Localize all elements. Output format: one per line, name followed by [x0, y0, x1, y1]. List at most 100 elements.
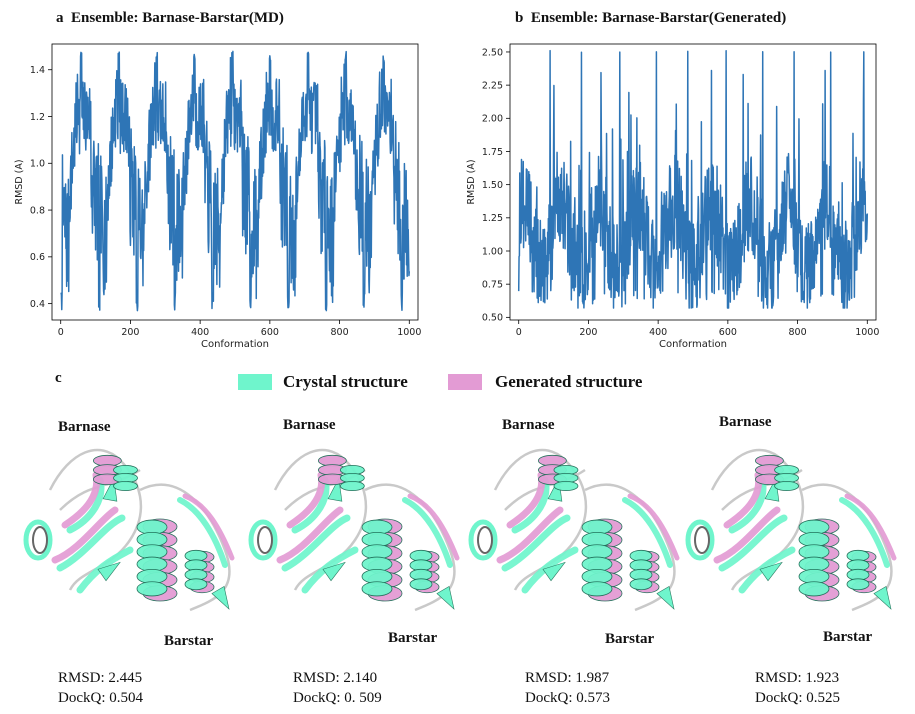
panel-c-letter: c — [55, 370, 62, 386]
structure-3-bottom-label: Barstar — [605, 631, 655, 647]
chart-b-frame — [509, 43, 877, 321]
structure-2-arrow-3 — [436, 586, 455, 610]
chart-b-ytick-label: 2.00 — [482, 114, 503, 125]
panel-a-title-text: Ensemble: Barnase-Barstar(MD) — [71, 10, 284, 26]
chart-b-ytick-label: 0.50 — [482, 313, 503, 324]
chart-a-ytick-label: 1.2 — [30, 112, 45, 123]
chart-a-frame — [51, 43, 419, 321]
structure-1-loop-3 — [139, 483, 231, 612]
chart-b-ytick-label: 1.00 — [482, 246, 503, 257]
structure-4-arrow-3 — [873, 586, 892, 610]
chart-a-rmsd-md: 0 200 400 600 800 1000 0.4 0.6 0.8 1.0 1.2 1.4 Confo… — [14, 43, 421, 350]
legend-crystal-swatch — [238, 374, 272, 390]
structure-4-metrics: RMSD: 1.923 DockQ: 0.525 — [755, 668, 840, 708]
structure-images — [23, 448, 897, 612]
chart-b-xtick-label: 1000 — [855, 327, 879, 338]
structure-3-strand-barstar-1 — [622, 497, 673, 568]
structure-1-dockq: DockQ: 0.504 — [58, 690, 143, 706]
chart-a-ytick-label: 0.6 — [30, 252, 45, 263]
structure-3-rmsd: RMSD: 1.987 — [525, 670, 610, 686]
structure-1-coil-ring — [23, 519, 53, 561]
structure-3 — [468, 448, 680, 612]
structure-4-rmsd: RMSD: 1.923 — [755, 670, 840, 686]
structure-4-loop-3 — [801, 483, 893, 612]
chart-a-xtick-label: 1000 — [397, 327, 421, 338]
structure-4-dockq: DockQ: 0.525 — [755, 690, 840, 706]
structure-4-coil-ring-inner — [694, 526, 710, 554]
structure-3-strand-green-1 — [501, 514, 571, 572]
structure-4-coil-ring — [685, 519, 715, 561]
legend-generated-swatch — [448, 374, 482, 390]
structure-1-bottom-label: Barstar — [164, 633, 214, 649]
chart-b-ylabel: RMSD (A) — [466, 159, 477, 204]
structure-3-arrow-3 — [656, 586, 675, 610]
structure-4 — [685, 448, 897, 612]
structure-4-arrow-1 — [759, 561, 783, 582]
structure-2-coil-ring — [248, 519, 278, 561]
panel-b-title-text: Ensemble: Barnase-Barstar(Generated) — [530, 10, 787, 26]
structure-3-strand-green-2 — [521, 546, 579, 594]
structure-4-bottom-label: Barstar — [823, 629, 873, 645]
chart-a-xtick-label: 0 — [58, 327, 64, 338]
structure-1-strand-barstar-2 — [182, 493, 235, 561]
structure-3-helix-barstar-green — [581, 519, 613, 597]
structure-4-strand-green-3 — [728, 476, 767, 534]
structure-2-strand-green-1 — [281, 514, 351, 572]
structure-4-strand-green-2 — [738, 546, 796, 594]
chart-a-series-line — [60, 50, 411, 312]
chart-a-ytick-label: 1.0 — [30, 159, 45, 170]
chart-a-ytick-label: 1.4 — [30, 65, 45, 76]
structure-2-strand-barstar-2 — [407, 493, 460, 561]
structure-4-helix-barstar-small-green — [846, 549, 870, 591]
structure-2-helix-barstar-small-green — [409, 549, 433, 591]
structure-1-helix-barstar-small-green — [184, 549, 208, 591]
panel-b-title: b Ensemble: Barnase-Barstar(Generated) — [515, 10, 786, 27]
structure-2-rmsd: RMSD: 2.140 — [293, 670, 378, 686]
chart-a-xtick-label: 200 — [121, 327, 139, 338]
structure-2-helix-top-green — [339, 465, 365, 492]
structure-2-strand-barstar-1 — [402, 497, 453, 568]
structure-2-strand-green-2 — [301, 546, 359, 594]
structure-1-strand-green-3 — [66, 476, 105, 534]
chart-a-xtick-label: 600 — [261, 327, 279, 338]
structure-2-strand-green-3 — [291, 476, 330, 534]
chart-b-xtick-label: 600 — [719, 327, 737, 338]
structure-4-top-label: Barnase — [719, 414, 772, 430]
structure-1-top-label: Barnase — [58, 419, 111, 435]
legend-generated-label: Generated structure — [495, 372, 643, 391]
structure-3-strand-barstar-2 — [627, 493, 680, 561]
structure-2-metrics: RMSD: 2.140 DockQ: 0. 509 — [293, 668, 382, 708]
structure-1-helix-barstar-green — [136, 519, 168, 597]
chart-b-xtick-label: 200 — [579, 327, 597, 338]
chart-b-rmsd-generated: 0 200 400 600 800 1000 0.50 0.75 1.00 1.25 1.50 1.7… — [466, 43, 879, 350]
structure-4-strand-green-1 — [718, 514, 788, 572]
structure-2-strand-pink-1 — [276, 506, 344, 564]
panel-a-letter: a — [56, 10, 64, 26]
chart-a-xtick-label: 400 — [191, 327, 209, 338]
structure-1-metrics: RMSD: 2.445 DockQ: 0.504 — [58, 668, 143, 708]
structure-1 — [23, 448, 235, 612]
chart-b-xtick-label: 400 — [649, 327, 667, 338]
chart-a-xtick-label: 800 — [331, 327, 349, 338]
chart-b-ytick-label: 0.75 — [482, 279, 503, 290]
structure-2-coil-ring-inner — [257, 526, 273, 554]
structure-3-arrow-1 — [542, 561, 566, 582]
structure-4-helix-barstar-green — [798, 519, 830, 597]
structure-2-loop-3 — [364, 483, 456, 612]
legend-crystal-label: Crystal structure — [283, 372, 408, 391]
structure-3-dockq: DockQ: 0.573 — [525, 690, 610, 706]
structure-4-strand-pink-1 — [713, 506, 781, 564]
chart-a-ylabel: RMSD (A) — [14, 159, 25, 204]
structure-1-strand-pink-1 — [51, 506, 119, 564]
panel-b-letter: b — [515, 10, 524, 26]
structure-2-helix-barstar-green — [361, 519, 393, 597]
structure-4-strand-barstar-1 — [839, 497, 890, 568]
structure-3-strand-pink-1 — [496, 506, 564, 564]
chart-b-ytick-label: 1.25 — [482, 213, 503, 224]
structure-3-metrics: RMSD: 1.987 DockQ: 0.573 — [525, 668, 610, 708]
structure-2-arrow-1 — [322, 561, 346, 582]
chart-b-series-line — [517, 49, 869, 309]
chart-b-ytick-label: 1.50 — [482, 180, 503, 191]
structure-3-coil-ring — [468, 519, 498, 561]
structure-4-helix-top-green — [774, 465, 799, 492]
